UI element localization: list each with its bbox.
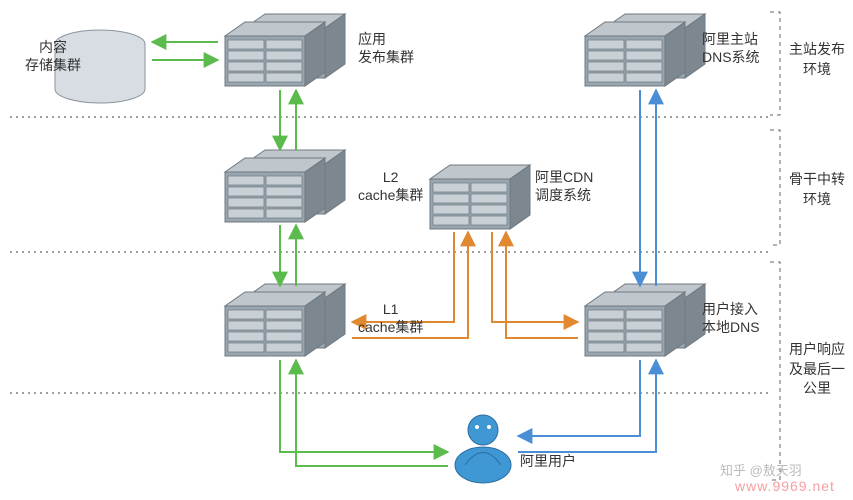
- label-cdn-sched-l1: 阿里CDN: [535, 169, 593, 185]
- watermark-url: www.9969.net: [735, 478, 835, 494]
- region-label-2-l2: 环境: [803, 191, 831, 207]
- watermark-text: 知乎 @敖天羽: [720, 460, 802, 479]
- node-app-pub: [225, 14, 345, 86]
- label-app-pub-l1: 应用: [358, 31, 386, 47]
- label-dns-main-l1: 阿里主站: [702, 31, 758, 47]
- bracket-r2: [770, 130, 780, 245]
- label-l1: L1 cache集群: [358, 300, 423, 336]
- label-app-pub: 应用 发布集群: [358, 30, 414, 66]
- label-dns-main: 阿里主站 DNS系统: [702, 30, 760, 66]
- arrow-l1-user-2: [296, 360, 448, 466]
- region-label-3-l1: 用户响应: [789, 341, 845, 357]
- label-cdn-sched: 阿里CDN 调度系统: [535, 168, 593, 204]
- node-l1: [225, 284, 345, 356]
- node-dns-main: [585, 14, 705, 86]
- label-l1-l1: L1: [383, 301, 399, 317]
- label-app-pub-l2: 发布集群: [358, 49, 414, 65]
- label-local-dns-l2: 本地DNS: [702, 319, 760, 335]
- node-cdn-sched: [430, 165, 530, 229]
- label-user: 阿里用户: [520, 452, 576, 470]
- node-local-dns: [585, 284, 705, 356]
- region-label-1: 主站发布 环境: [786, 40, 848, 79]
- label-cdn-sched-l2: 调度系统: [535, 187, 591, 203]
- region-label-3-l3: 公里: [803, 380, 831, 396]
- region-label-1-l1: 主站发布: [789, 41, 845, 57]
- label-storage-l2: 存储集群: [25, 57, 81, 73]
- bracket-r1: [770, 12, 780, 115]
- label-l2-l1: L2: [383, 169, 399, 185]
- arrow-dns-user-2: [518, 360, 656, 452]
- label-dns-main-l2: DNS系统: [702, 49, 760, 65]
- label-l2-l2: cache集群: [358, 187, 423, 203]
- label-l1-l2: cache集群: [358, 319, 423, 335]
- diagram-canvas: [0, 0, 853, 500]
- label-storage: 内容 存储集群: [18, 38, 88, 74]
- label-local-dns-l1: 用户接入: [702, 301, 758, 317]
- arrow-dns-user-1: [518, 360, 640, 436]
- arrow-cdn-dns-1: [492, 232, 578, 322]
- label-local-dns: 用户接入 本地DNS: [702, 300, 760, 336]
- region-label-3: 用户响应 及最后一 公里: [786, 340, 848, 399]
- region-label-3-l2: 及最后一: [789, 361, 845, 377]
- bracket-r3: [770, 262, 780, 480]
- node-user: [455, 415, 511, 483]
- region-label-2-l1: 骨干中转: [789, 171, 845, 187]
- region-label-2: 骨干中转 环境: [786, 170, 848, 209]
- label-storage-l1: 内容: [39, 39, 67, 55]
- label-l2: L2 cache集群: [358, 168, 423, 204]
- node-l2: [225, 150, 345, 222]
- arrow-l1-user-1: [280, 360, 448, 452]
- region-label-1-l2: 环境: [803, 61, 831, 77]
